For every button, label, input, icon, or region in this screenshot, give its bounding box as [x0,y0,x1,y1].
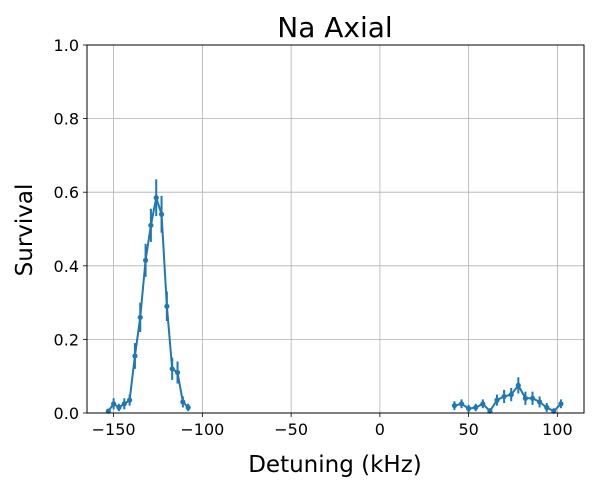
y-tick-label: 0.0 [54,404,79,423]
data-point [121,401,127,407]
data-point [501,393,507,400]
y-tick-label: 0.6 [54,183,79,202]
data-point [451,403,458,409]
series-line [454,383,562,413]
data-point [105,408,111,414]
data-point [522,395,529,401]
x-tick-label: 50 [458,420,478,439]
data-point [137,314,143,320]
data-point [148,222,154,228]
data-point [116,404,122,411]
data-point [544,404,550,411]
y-tick-label: 1.0 [54,36,79,55]
data-point [164,303,170,309]
data-point [185,404,191,411]
data-point [466,405,472,412]
data-point [515,382,521,388]
data-series [105,179,564,414]
data-point [529,395,536,401]
plot-frame [86,44,585,414]
x-tick-label: −100 [180,420,224,439]
data-point [487,408,493,414]
data-point [142,257,149,263]
data-point [458,401,465,407]
data-point [174,369,181,376]
data-point [127,397,133,403]
data-point [132,353,138,359]
x-tick-label: 0 [375,420,385,439]
y-tick-label: 0.2 [54,330,79,349]
x-tick-label: −150 [92,420,136,439]
data-point [494,397,500,403]
y-axis-ticks: 0.0 0.2 0.4 0.6 0.8 1.0 [54,36,87,423]
chart-title: Na Axial [277,11,392,44]
data-point [537,399,543,405]
data-point [480,401,486,407]
data-point [551,408,557,414]
data-point [180,399,186,405]
x-tick-label: −50 [274,420,308,439]
x-axis-label: Detuning (kHz) [248,452,422,478]
x-axis-ticks: −150 −100 −50 0 50 100 [92,413,573,439]
x-tick-label: 100 [542,420,573,439]
y-tick-label: 0.4 [54,257,79,276]
data-point [169,366,175,372]
data-point [558,401,564,407]
data-point [158,211,165,217]
data-point [508,392,514,398]
data-point [473,404,479,411]
data-point [153,195,159,201]
y-axis-label: Survival [12,184,38,277]
data-point [111,401,117,407]
series-line [107,197,189,412]
y-tick-label: 0.8 [54,110,79,129]
